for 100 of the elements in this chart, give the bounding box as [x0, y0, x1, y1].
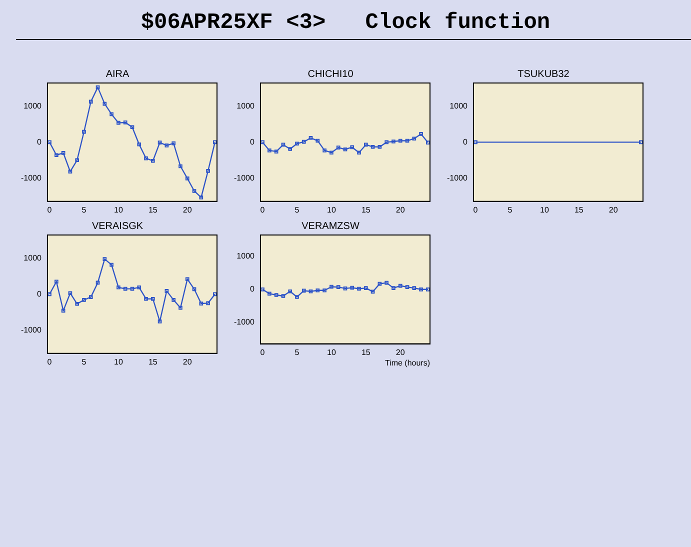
y-tick-label: 0 — [37, 289, 42, 298]
x-tick-label: 10 — [326, 348, 336, 357]
y-tick-label: -1000 — [446, 173, 468, 182]
point — [398, 138, 402, 143]
point — [343, 147, 348, 152]
point — [405, 285, 410, 290]
point — [123, 120, 128, 124]
text: $06APR25XF <3> Clock function — [140, 10, 550, 35]
point — [158, 140, 162, 144]
point — [426, 140, 430, 144]
point — [426, 287, 430, 292]
chart-title: VERAMZSW — [302, 220, 360, 232]
x-tick-label: 20 — [182, 205, 192, 214]
point — [144, 156, 148, 160]
point — [392, 140, 396, 144]
y-tick-label: 0 — [250, 137, 256, 146]
point — [206, 168, 210, 173]
point — [288, 289, 292, 294]
point — [96, 280, 100, 285]
point — [336, 146, 340, 150]
y-tick-label: 0 — [250, 284, 256, 294]
point — [185, 176, 190, 180]
x-tick-label: 15 — [574, 205, 584, 214]
point — [308, 289, 313, 294]
point — [213, 140, 217, 144]
point — [384, 140, 388, 144]
point — [61, 308, 66, 313]
point — [316, 288, 320, 292]
point — [192, 287, 196, 292]
point — [260, 287, 264, 292]
point — [419, 132, 423, 136]
point — [158, 320, 162, 324]
point — [370, 144, 375, 149]
point — [392, 286, 396, 290]
point — [405, 138, 410, 143]
point — [96, 85, 100, 90]
point — [412, 286, 416, 290]
point — [185, 277, 190, 282]
y-tick-label: 0 — [37, 137, 42, 146]
point — [295, 295, 299, 299]
y-tick-label: 0 — [463, 137, 468, 146]
point — [150, 158, 155, 163]
x-tick-label: 0 — [260, 348, 266, 357]
x-axis-title: Time (hours) — [384, 358, 430, 368]
x-tick-label: 15 — [148, 205, 158, 214]
point — [130, 286, 134, 291]
point — [316, 138, 320, 143]
y-tick-label: -1000 — [234, 318, 256, 327]
point — [130, 125, 134, 130]
point — [322, 288, 326, 292]
point — [330, 284, 334, 289]
point — [164, 289, 169, 293]
x-tick-label: 15 — [361, 348, 371, 357]
y-tick-label: -1000 — [20, 173, 42, 182]
point — [75, 302, 80, 306]
point — [102, 102, 107, 106]
point — [172, 141, 176, 146]
x-tick-label: 0 — [47, 357, 52, 366]
point — [295, 142, 299, 146]
point — [357, 150, 361, 155]
point — [61, 151, 66, 155]
point — [364, 142, 368, 147]
point — [68, 291, 72, 296]
point — [281, 142, 286, 147]
x-tick-label: 5 — [508, 205, 513, 214]
x-tick-label: 5 — [82, 205, 87, 214]
point — [419, 287, 423, 292]
point — [378, 144, 382, 149]
point — [82, 298, 86, 302]
x-tick-label: 10 — [326, 205, 336, 214]
point — [384, 280, 388, 285]
point — [206, 301, 210, 306]
point — [268, 292, 272, 296]
point — [308, 136, 313, 140]
point — [268, 148, 272, 152]
point — [274, 293, 278, 297]
y-tick-label: 1000 — [450, 102, 468, 111]
point — [137, 285, 142, 290]
point — [164, 144, 169, 148]
chart-title: VERAISGK — [92, 220, 144, 232]
point — [75, 158, 80, 162]
point — [274, 150, 278, 154]
point — [54, 280, 58, 284]
point — [172, 298, 176, 302]
x-tick-label: 10 — [114, 357, 124, 366]
point — [82, 130, 86, 134]
point — [364, 286, 368, 290]
x-tick-label: 10 — [114, 205, 124, 214]
point — [178, 306, 182, 310]
point — [260, 140, 264, 144]
point — [378, 282, 382, 286]
y-tick-label: 1000 — [236, 252, 256, 261]
x-tick-label: 15 — [148, 357, 158, 366]
chart-title: AIRA — [106, 68, 130, 80]
point — [48, 292, 52, 296]
point — [343, 286, 348, 290]
point — [102, 257, 107, 261]
y-tick-label: -1000 — [234, 173, 256, 182]
point — [68, 170, 72, 174]
point — [199, 196, 204, 200]
